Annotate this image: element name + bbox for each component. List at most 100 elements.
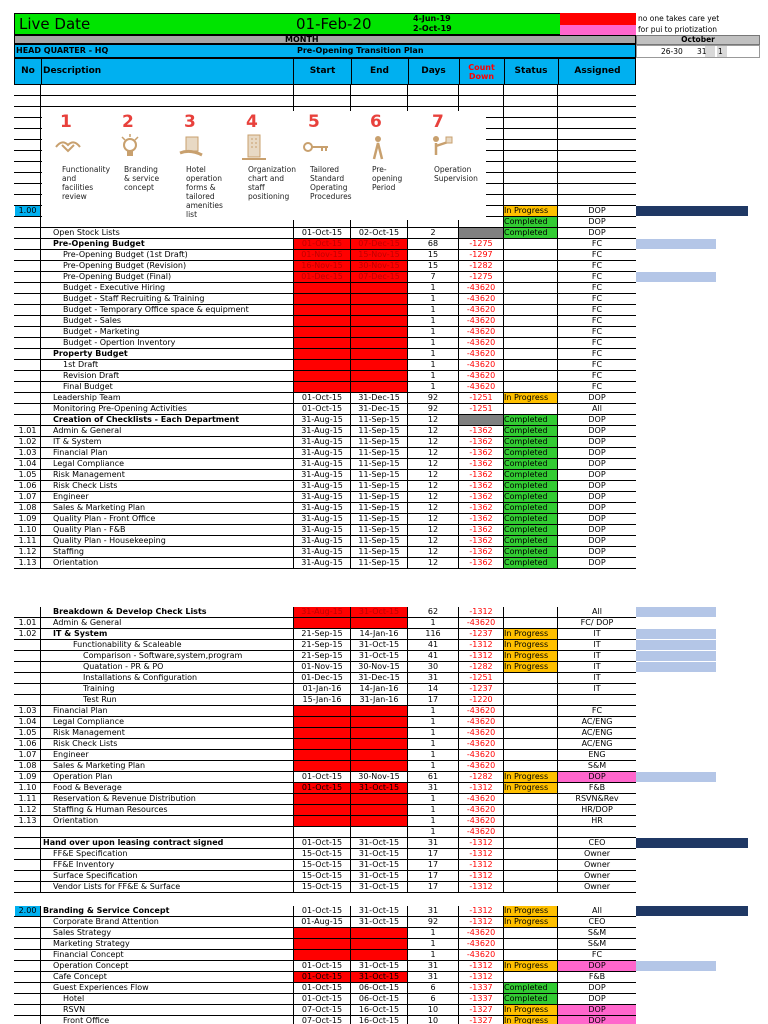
row-start: 31-Aug-15 bbox=[294, 607, 350, 617]
row-end: 31-Oct-15 bbox=[358, 640, 400, 649]
row-assigned: FC bbox=[591, 371, 603, 380]
row-start: 31-Aug-15 bbox=[301, 547, 343, 556]
key-icon bbox=[300, 133, 352, 165]
row-start: 01-Oct-15 bbox=[294, 239, 350, 249]
row-status bbox=[504, 882, 557, 892]
row-status bbox=[504, 371, 557, 381]
row-description: Corporate Brand Attention bbox=[53, 917, 159, 926]
row-description bbox=[41, 827, 293, 837]
row-days: 1 bbox=[430, 338, 436, 347]
row-description: Quality Plan - F&B bbox=[53, 525, 126, 534]
row-end: 31-Oct-15 bbox=[351, 607, 407, 617]
row-number: 1.13 bbox=[18, 816, 37, 825]
row-end: 11-Sep-15 bbox=[358, 558, 400, 567]
row-description: Front Office bbox=[63, 1016, 110, 1024]
table-row: Budget - Temporary Office space & equipm… bbox=[14, 305, 636, 316]
process-step: 5 Tailored Standard Operating Procedures bbox=[290, 111, 352, 201]
row-end bbox=[351, 618, 407, 628]
row-start: 31-Aug-15 bbox=[301, 514, 343, 523]
row-start: 07-Oct-15 bbox=[301, 1005, 343, 1014]
row-assigned bbox=[558, 107, 636, 117]
row-countdown: -1251 bbox=[469, 404, 493, 413]
row-days: 6 bbox=[430, 994, 436, 1003]
row-number bbox=[15, 983, 40, 993]
row-start: 15-Jan-16 bbox=[302, 695, 342, 704]
row-days: 12 bbox=[427, 525, 439, 534]
row-countdown: -43620 bbox=[466, 283, 496, 292]
row-start bbox=[294, 327, 350, 337]
row-end: 15-Nov-15 bbox=[351, 250, 407, 260]
table-row: 1.13 Orientation 31-Aug-15 11-Sep-15 12 -1362… bbox=[14, 558, 636, 569]
row-assigned bbox=[558, 173, 636, 183]
row-end: 02-Oct-15 bbox=[358, 228, 400, 237]
row-assigned: DOP bbox=[588, 547, 606, 556]
row-countdown: -1362 bbox=[469, 558, 493, 567]
row-days: 12 bbox=[427, 437, 439, 446]
table-row: 1.04 Legal Compliance 31-Aug-15 11-Sep-15 12… bbox=[14, 459, 636, 470]
table-row: Budget - Marketing 1 -43620 FC bbox=[14, 327, 636, 338]
row-number bbox=[15, 651, 40, 661]
row-number bbox=[15, 371, 40, 381]
table-row: 1.09 Quality Plan - Front Office 31-Aug-15… bbox=[14, 514, 636, 525]
row-end bbox=[351, 305, 407, 315]
row-number bbox=[15, 107, 40, 117]
row-assigned bbox=[558, 96, 636, 106]
row-number: 1.06 bbox=[18, 481, 37, 490]
row-start: 01-Oct-15 bbox=[301, 961, 343, 970]
row-assigned: FC bbox=[591, 950, 603, 959]
row-end bbox=[351, 950, 407, 960]
row-number: 1.12 bbox=[18, 547, 37, 556]
process-step: 6 Pre-opening Period bbox=[352, 111, 414, 192]
row-description: Engineer bbox=[53, 750, 89, 759]
row-start bbox=[294, 928, 350, 938]
row-assigned: S&M bbox=[587, 939, 607, 948]
row-countdown: -1362 bbox=[469, 536, 493, 545]
row-days: 1 bbox=[430, 327, 436, 336]
row-assigned: All bbox=[592, 404, 602, 413]
row-end bbox=[351, 794, 407, 804]
row-start: 01-Oct-15 bbox=[294, 972, 350, 982]
row-status: In Progress bbox=[504, 662, 557, 672]
row-start: 31-Aug-15 bbox=[301, 503, 343, 512]
step-number: 2 bbox=[122, 112, 134, 132]
handshake-icon bbox=[52, 133, 104, 165]
gantt-bar bbox=[636, 272, 716, 282]
row-countdown: -1312 bbox=[469, 607, 493, 616]
row-status: In Progress bbox=[504, 629, 557, 639]
row-days: 12 bbox=[427, 481, 439, 490]
row-end bbox=[351, 805, 407, 815]
row-assigned: DOP bbox=[588, 448, 606, 457]
row-description: Risk Management bbox=[53, 470, 125, 479]
person-icon bbox=[362, 133, 414, 165]
table-row: Installations & Configuration 01-Dec-15 31… bbox=[14, 673, 636, 684]
row-status bbox=[504, 349, 557, 359]
row-countdown: -1297 bbox=[469, 250, 493, 259]
row-status: Completed bbox=[504, 492, 557, 502]
table-row: Budget - Sales 1 -43620 FC bbox=[14, 316, 636, 327]
row-days: 2 bbox=[430, 228, 436, 237]
row-end: 31-Dec-15 bbox=[358, 393, 400, 402]
row-description: Budget - Sales bbox=[63, 316, 122, 325]
row-countdown: -43620 bbox=[466, 706, 496, 715]
row-number bbox=[15, 327, 40, 337]
row-number bbox=[15, 283, 40, 293]
row-start: 31-Aug-15 bbox=[301, 459, 343, 468]
row-days: 1 bbox=[430, 618, 436, 627]
col-no: No bbox=[15, 59, 42, 84]
row-status bbox=[504, 305, 557, 315]
row-status bbox=[504, 928, 557, 938]
row-start: 01-Dec-15 bbox=[301, 673, 343, 682]
gantt-bar bbox=[636, 651, 716, 661]
row-assigned: FC bbox=[591, 261, 603, 270]
row-status: Completed bbox=[504, 983, 557, 993]
row-end: 31-Oct-15 bbox=[351, 783, 407, 793]
row-countdown bbox=[459, 96, 503, 106]
row-assigned bbox=[558, 140, 636, 150]
row-assigned: DOP bbox=[588, 470, 606, 479]
row-status: Completed bbox=[504, 547, 557, 557]
row-days: 1 bbox=[430, 283, 436, 292]
row-number bbox=[15, 607, 40, 617]
row-status: Completed bbox=[504, 503, 557, 513]
row-start bbox=[294, 283, 350, 293]
row-countdown: -43620 bbox=[466, 827, 496, 836]
